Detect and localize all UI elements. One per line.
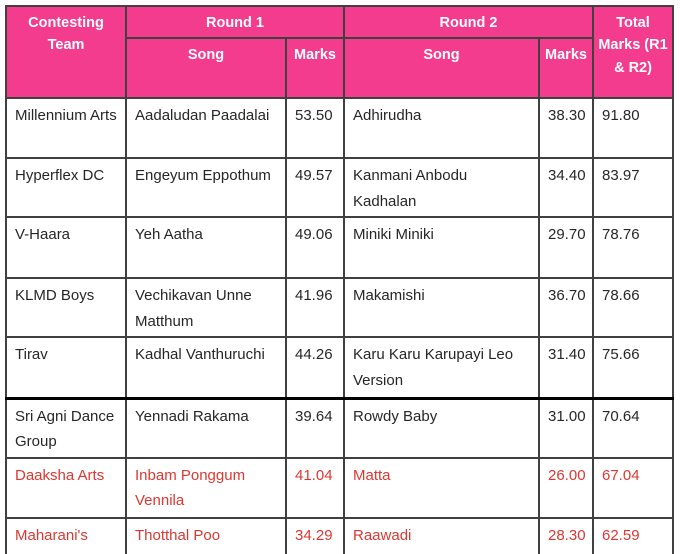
header-row-song-marks: Song Marks Song Marks	[6, 37, 673, 99]
cell-team: Millennium Arts	[5, 97, 127, 159]
cell-round2-song: Matta	[343, 456, 540, 519]
cell-round2-song: Kanmani Anbodu Kadhalan	[343, 157, 540, 218]
table-row: Tirav Kadhal Vanthuruchi 44.26 Karu Karu…	[5, 336, 674, 399]
cell-total-marks: 70.64	[592, 396, 674, 459]
cell-round1-marks: 49.57	[285, 157, 345, 218]
cell-round1-marks: 39.64	[285, 396, 345, 459]
cell-round1-marks: 44.26	[285, 336, 345, 399]
cell-team: Maharani's	[5, 516, 127, 554]
cell-round2-song: Adhirudha	[343, 97, 540, 159]
cell-round1-song: Yeh Aatha	[125, 216, 287, 279]
cell-round1-song: Inbam Ponggum Vennila	[125, 456, 287, 519]
table-row: Maharani's Thotthal Poo Malarum 34.29 Ra…	[5, 516, 674, 554]
cell-round1-marks: 53.50	[285, 97, 345, 159]
cell-total-marks: 83.97	[592, 157, 674, 218]
cell-total-marks: 78.76	[592, 216, 674, 279]
cell-round2-marks: 26.00	[538, 456, 594, 519]
table-header: Contesting Team Round 1 Round 2 Total Ma…	[5, 5, 674, 99]
cell-round2-marks: 29.70	[538, 216, 594, 279]
cell-round2-marks: 36.70	[538, 277, 594, 338]
cell-round1-song: Yennadi Rakama	[125, 396, 287, 459]
cell-total-marks: 78.66	[592, 277, 674, 338]
cell-round1-song: Vechikavan Unne Matthum	[125, 277, 287, 338]
cell-round2-marks: 31.40	[538, 336, 594, 399]
header-round1-marks: Marks	[285, 37, 345, 99]
cell-round1-marks: 41.96	[285, 277, 345, 338]
cell-round2-song: Karu Karu Karupayi Leo Version	[343, 336, 540, 399]
cell-team: KLMD Boys	[5, 277, 127, 338]
header-round1: Round 1	[125, 5, 345, 39]
cell-round1-song: Kadhal Vanthuruchi	[125, 336, 287, 399]
cell-round2-song: Rowdy Baby	[343, 396, 540, 459]
table-row: Sri Agni Dance Group Yennadi Rakama 39.6…	[5, 396, 674, 459]
cell-round2-marks: 38.30	[538, 97, 594, 159]
cell-round2-marks: 28.30	[538, 516, 594, 554]
cell-round1-marks: 34.29	[285, 516, 345, 554]
cell-team: Hyperflex DC	[5, 157, 127, 218]
header-round2-song: Song	[343, 37, 540, 99]
cell-team: V-Haara	[5, 216, 127, 279]
cell-round2-marks: 34.40	[538, 157, 594, 218]
cell-round1-song: Aadaludan Paadalai	[125, 97, 287, 159]
header-contesting-team: Contesting Team	[5, 5, 127, 99]
header-row-rounds: Contesting Team Round 1 Round 2 Total Ma…	[5, 5, 674, 99]
cell-round1-marks: 49.06	[285, 216, 345, 279]
cell-round2-song: Miniki Miniki	[343, 216, 540, 279]
cell-round1-song: Thotthal Poo Malarum	[125, 516, 287, 554]
cell-team: Daaksha Arts	[5, 456, 127, 519]
table-row: Hyperflex DC Engeyum Eppothum 49.57 Kanm…	[5, 157, 674, 218]
header-total-marks: Total Marks (R1 & R2)	[592, 5, 674, 99]
table-row: KLMD Boys Vechikavan Unne Matthum 41.96 …	[5, 277, 674, 338]
cell-total-marks: 75.66	[592, 336, 674, 399]
cell-total-marks: 91.80	[592, 97, 674, 159]
header-round2: Round 2	[343, 5, 594, 39]
header-round1-song: Song	[125, 37, 287, 99]
cell-round2-song: Raawadi	[343, 516, 540, 554]
table-row: V-Haara Yeh Aatha 49.06 Miniki Miniki 29…	[5, 216, 674, 279]
header-round2-marks: Marks	[538, 37, 594, 99]
table-row: Millennium Arts Aadaludan Paadalai 53.50…	[5, 97, 674, 159]
table-body: Millennium Arts Aadaludan Paadalai 53.50…	[5, 97, 674, 554]
results-table: Contesting Team Round 1 Round 2 Total Ma…	[5, 5, 674, 554]
cell-total-marks: 62.59	[592, 516, 674, 554]
cell-team: Tirav	[5, 336, 127, 399]
cell-round2-marks: 31.00	[538, 396, 594, 459]
cell-round1-marks: 41.04	[285, 456, 345, 519]
table-row: Daaksha Arts Inbam Ponggum Vennila 41.04…	[5, 456, 674, 519]
cell-round2-song: Makamishi	[343, 277, 540, 338]
cell-round1-song: Engeyum Eppothum	[125, 157, 287, 218]
cell-total-marks: 67.04	[592, 456, 674, 519]
cell-team: Sri Agni Dance Group	[5, 396, 127, 459]
